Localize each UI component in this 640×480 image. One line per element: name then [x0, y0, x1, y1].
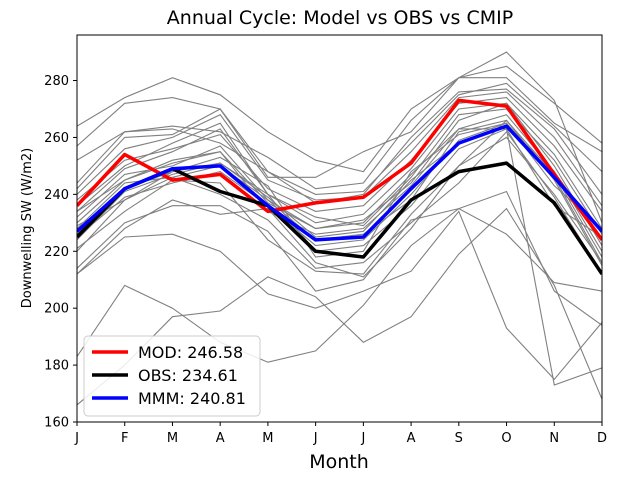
- x-tick-label: S: [455, 431, 463, 446]
- y-tick-label: 160: [44, 416, 69, 431]
- y-axis-label: Downwelling SW (W/m2): [20, 148, 35, 308]
- x-tick-label: O: [501, 431, 511, 446]
- y-tick-label: 260: [44, 131, 69, 146]
- y-tick-label: 220: [44, 245, 69, 260]
- legend-label-mod: MOD: 246.58: [138, 343, 243, 362]
- cmip-model-line-15: [77, 136, 602, 275]
- legend-box: [83, 335, 261, 417]
- cmip-model-line-19: [77, 207, 602, 363]
- x-tick-label: J: [74, 431, 79, 446]
- x-tick-label: M: [167, 431, 178, 446]
- y-tick-label: 200: [44, 302, 69, 317]
- cmip-model-line-8: [77, 102, 602, 229]
- legend-label-obs: OBS: 234.61: [138, 366, 238, 385]
- legend-label-mmm: MMM: 240.81: [138, 389, 246, 408]
- x-tick-label: N: [549, 431, 559, 446]
- cmip-model-line-2: [77, 65, 602, 178]
- y-tick-label: 180: [44, 359, 69, 374]
- legend: MOD: 246.58 OBS: 234.61 MMM: 240.81: [83, 335, 261, 417]
- x-tick-label: F: [121, 431, 128, 446]
- cmip-model-line-21: [77, 190, 602, 326]
- cmip-model-line-20: [77, 207, 602, 406]
- cmip-model-line-6: [77, 91, 602, 207]
- series-group: [77, 51, 602, 406]
- x-tick-label: M: [262, 431, 273, 446]
- y-tick-label: 240: [44, 188, 69, 203]
- cmip-model-line-3: [77, 77, 602, 190]
- cmip-model-line-22: [77, 128, 602, 238]
- cmip-model-line-11: [77, 114, 602, 252]
- cmip-model-line-7: [77, 97, 602, 212]
- x-tick-label: A: [216, 431, 225, 446]
- cmip-model-line-1: [77, 51, 602, 223]
- x-tick-label: J: [360, 431, 365, 446]
- chart-title: Annual Cycle: Model vs OBS vs CMIP: [167, 7, 513, 29]
- cmip-model-line-16: [77, 119, 602, 278]
- y-tick-label: 280: [44, 74, 69, 89]
- cmip-model-line-10: [77, 102, 602, 246]
- cmip-model-line-4: [77, 82, 602, 195]
- x-tick-label: J: [313, 431, 318, 446]
- series-line-mod: [77, 98, 602, 241]
- plot-frame: [76, 34, 603, 423]
- cmip-model-line-18: [77, 210, 602, 381]
- x-tick-label: D: [597, 431, 607, 446]
- series-line-mmm: [77, 124, 602, 242]
- x-tick-label: A: [407, 431, 416, 446]
- x-axis-label: Month: [309, 451, 369, 473]
